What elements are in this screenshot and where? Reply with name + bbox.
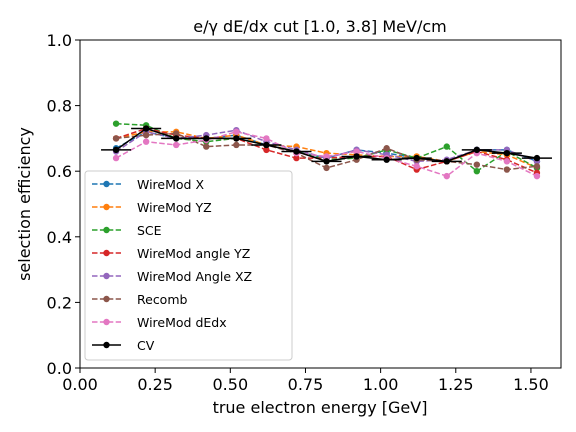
y-tick-label: 0.8 [47,97,72,116]
legend-item: Recomb [92,292,188,307]
y-tick-label: 0.2 [47,293,72,312]
legend-item: WireMod dEdx [92,315,227,330]
series-7 [101,125,552,165]
data-point [443,172,450,180]
legend-item: WireMod YZ [92,200,212,215]
data-point [112,120,120,127]
data-point [263,146,270,154]
data-point [443,143,450,150]
legend-marker [103,249,110,257]
data-point [503,149,511,157]
x-tick-label: 0.00 [62,375,98,394]
data-point [413,154,420,162]
data-point [173,135,180,142]
x-tick-label: 1.00 [363,375,399,394]
y-tick-label: 1.0 [47,31,72,50]
legend-label: SCE [137,223,162,238]
data-point [203,135,210,142]
x-tick-label: 0.75 [288,375,324,394]
data-point [473,168,481,175]
legend-item: SCE [92,223,162,238]
data-point [353,148,360,155]
x-tick-label: 1.25 [438,375,474,394]
data-point [203,143,210,150]
legend-label: WireMod X [137,177,204,192]
data-point [263,141,270,149]
data-point [503,166,511,173]
data-point [533,163,541,170]
legend-marker [103,226,110,234]
data-point [142,125,150,132]
legend-label: WireMod angle YZ [137,246,250,261]
chart-title: e/γ dE/dx cut [1.0, 3.8] MeV/cm [193,17,446,36]
legend-marker [103,295,110,303]
data-point [383,156,390,163]
data-point [533,172,541,180]
y-tick-label: 0.4 [47,228,72,247]
data-point [323,164,330,172]
legend-label: WireMod dEdx [137,315,227,330]
data-point [473,161,481,168]
legend-label: WireMod YZ [137,200,212,215]
data-point [293,148,300,155]
legend-marker [103,203,110,211]
legend-item: WireMod Angle XZ [92,269,252,284]
legend-label: CV [137,338,155,353]
legend-marker [103,180,110,188]
data-point [233,141,240,149]
data-point [112,154,120,162]
data-point [413,163,420,170]
y-tick-label: 0.0 [47,359,72,378]
legend-label: Recomb [137,292,188,307]
data-point [323,153,330,160]
legend-item: WireMod angle YZ [92,246,250,261]
legend-marker [103,341,110,349]
legend-box [84,170,293,361]
data-point [353,153,360,160]
data-point [142,138,150,145]
y-axis-label: selection efficiency [15,127,34,281]
data-point [112,146,120,154]
legend-label: WireMod Angle XZ [137,269,252,284]
legend-marker [103,318,110,326]
legend-item: CV [92,338,155,353]
y-tick-label: 0.6 [47,162,72,181]
legend: WireMod X WireMod YZ SCE WireMod angle YZ Wi… [84,170,293,361]
data-point [323,158,330,165]
data-point [173,130,180,137]
data-point [173,141,180,149]
data-point [383,145,390,152]
plot-frame [79,39,562,369]
series-line [115,131,538,177]
data-point [293,154,300,162]
legend-item: WireMod X [92,177,204,192]
data-point [503,158,511,165]
x-tick-label: 0.50 [213,375,249,394]
x-axis-label: true electron energy [GeV] [213,398,428,417]
data-point [233,128,240,136]
x-tick-label: 0.25 [137,375,173,394]
data-point [443,158,450,165]
legend-marker [103,272,110,280]
data-point [112,135,120,142]
data-point [473,146,481,154]
data-point [142,131,150,139]
data-point [233,135,240,142]
data-point [263,135,270,142]
data-point [533,154,541,162]
x-tick-label: 1.50 [513,375,549,394]
